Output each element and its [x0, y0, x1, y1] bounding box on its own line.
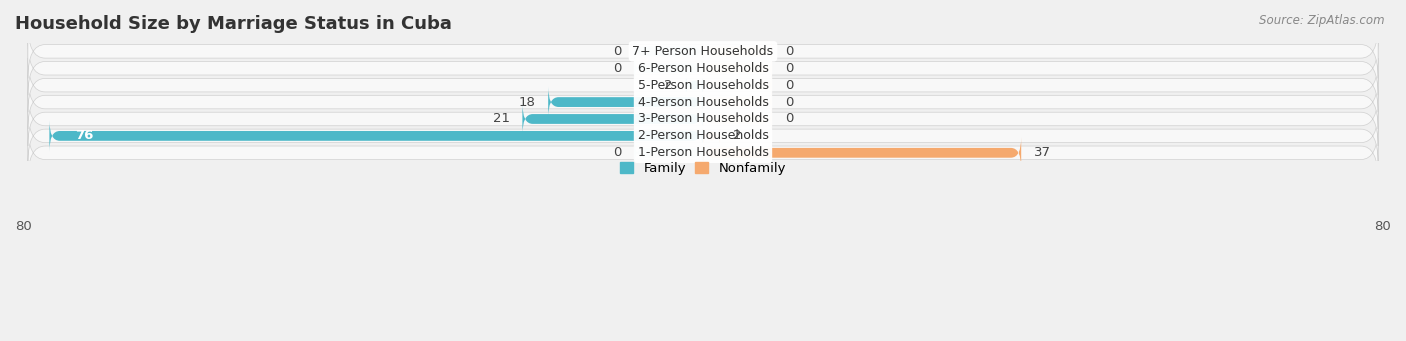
Text: 0: 0 — [785, 62, 793, 75]
FancyBboxPatch shape — [28, 75, 1378, 129]
FancyBboxPatch shape — [28, 126, 1378, 180]
FancyBboxPatch shape — [634, 137, 703, 168]
Text: 76: 76 — [75, 129, 94, 143]
Text: 18: 18 — [519, 95, 536, 108]
Text: 4-Person Households: 4-Person Households — [637, 95, 769, 108]
Legend: Family, Nonfamily: Family, Nonfamily — [614, 157, 792, 181]
Text: 37: 37 — [1033, 146, 1052, 159]
FancyBboxPatch shape — [28, 58, 1378, 112]
FancyBboxPatch shape — [49, 120, 703, 151]
FancyBboxPatch shape — [28, 24, 1378, 78]
FancyBboxPatch shape — [703, 137, 1021, 168]
Text: 2: 2 — [733, 129, 741, 143]
FancyBboxPatch shape — [703, 36, 772, 67]
Text: Source: ZipAtlas.com: Source: ZipAtlas.com — [1260, 14, 1385, 27]
FancyBboxPatch shape — [28, 41, 1378, 95]
FancyBboxPatch shape — [523, 104, 703, 134]
FancyBboxPatch shape — [634, 36, 703, 67]
Text: 21: 21 — [492, 113, 509, 125]
FancyBboxPatch shape — [28, 92, 1378, 146]
Text: 0: 0 — [785, 45, 793, 58]
Text: 1-Person Households: 1-Person Households — [637, 146, 769, 159]
FancyBboxPatch shape — [703, 87, 772, 117]
Text: 2-Person Households: 2-Person Households — [637, 129, 769, 143]
FancyBboxPatch shape — [703, 120, 720, 151]
Text: 0: 0 — [613, 146, 621, 159]
FancyBboxPatch shape — [28, 109, 1378, 163]
FancyBboxPatch shape — [703, 70, 772, 101]
Text: Household Size by Marriage Status in Cuba: Household Size by Marriage Status in Cub… — [15, 15, 451, 33]
Text: 80: 80 — [15, 220, 32, 234]
Text: 80: 80 — [1374, 220, 1391, 234]
Text: 0: 0 — [613, 62, 621, 75]
FancyBboxPatch shape — [686, 70, 703, 101]
FancyBboxPatch shape — [634, 53, 703, 84]
Text: 0: 0 — [613, 45, 621, 58]
Text: 6-Person Households: 6-Person Households — [637, 62, 769, 75]
Text: 3-Person Households: 3-Person Households — [637, 113, 769, 125]
Text: 2: 2 — [665, 79, 673, 92]
Text: 0: 0 — [785, 113, 793, 125]
Text: 0: 0 — [785, 95, 793, 108]
FancyBboxPatch shape — [703, 104, 772, 134]
FancyBboxPatch shape — [703, 53, 772, 84]
Text: 0: 0 — [785, 79, 793, 92]
Text: 7+ Person Households: 7+ Person Households — [633, 45, 773, 58]
Text: 5-Person Households: 5-Person Households — [637, 79, 769, 92]
FancyBboxPatch shape — [548, 87, 703, 117]
